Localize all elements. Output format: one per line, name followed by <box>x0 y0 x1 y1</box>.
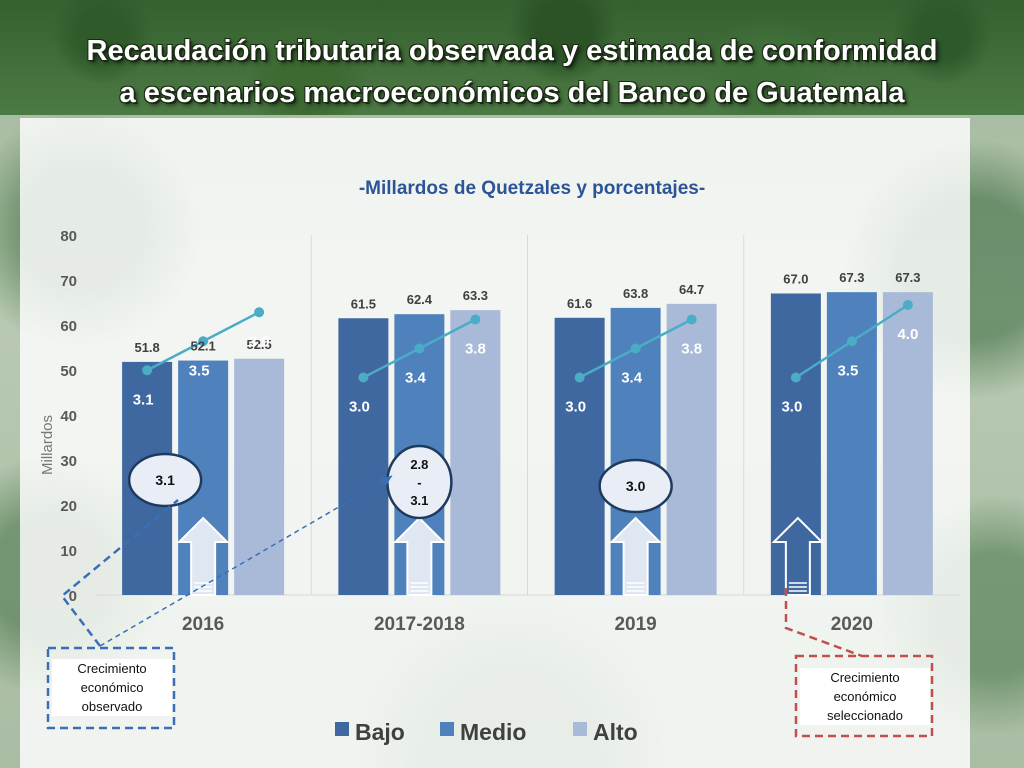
up-arrow-icon <box>176 516 230 596</box>
legend-label-medio: Medio <box>460 719 526 745</box>
growth-bubble-text: 3.0 <box>626 478 646 494</box>
annotation-observed-connector <box>60 499 179 647</box>
up-arrow-shape <box>176 516 230 596</box>
bar-value-label: 52.1 <box>190 339 215 354</box>
growth-bubble <box>598 458 673 514</box>
y-tick-label: 50 <box>60 363 77 380</box>
bar-value-label: 67.0 <box>783 272 808 287</box>
annotation-observed-connector <box>99 475 393 647</box>
legend-label-bajo: Bajo <box>355 719 405 745</box>
growth-rate-label: 3.4 <box>621 370 643 387</box>
up-arrow-shape <box>609 516 663 596</box>
growth-bubble <box>127 452 203 508</box>
up-arrow-icon <box>609 516 663 596</box>
growth-rate-label: 3.0 <box>781 399 802 416</box>
growth-rate-point <box>630 343 641 354</box>
y-tick-label: 80 <box>60 228 77 245</box>
y-tick-label: 60 <box>60 318 77 335</box>
growth-rate-point <box>142 365 153 376</box>
up-arrow-shape <box>392 516 446 596</box>
bar-bajo <box>554 317 605 595</box>
growth-rate-label: 3.8 <box>681 341 702 358</box>
header-banner <box>0 0 1024 115</box>
y-tick-label: 70 <box>60 273 77 290</box>
growth-rate-point <box>902 300 913 310</box>
bar-alto <box>234 358 285 595</box>
annotation-observed-frame <box>46 646 176 730</box>
growth-rate-point <box>574 372 585 383</box>
legend-swatch-bajo <box>335 722 349 736</box>
category-label: 2017-2018 <box>374 614 465 635</box>
bar-alto <box>450 310 501 595</box>
bar-value-label: 61.6 <box>567 296 592 311</box>
growth-rate-label: 3.5 <box>837 362 858 379</box>
bar-alto <box>882 292 933 595</box>
chart-title: -Millardos de Quetzales y porcentajes- <box>359 178 705 199</box>
bar-value-label: 67.3 <box>895 270 920 285</box>
bar-value-label: 63.8 <box>623 286 648 301</box>
growth-rate-label: 3.5 <box>189 362 210 379</box>
annotation-selected-connector <box>784 588 863 658</box>
growth-rate-label: 3.9 <box>249 333 270 350</box>
page-title: Recaudación tributaria observada y estim… <box>0 30 1024 114</box>
y-tick-label: 40 <box>60 408 77 425</box>
bar-value-label: 62.4 <box>407 292 433 307</box>
legend-label-alto: Alto <box>593 719 638 745</box>
growth-rate-label: 3.0 <box>349 399 370 416</box>
growth-bubble-text: 3.1 <box>410 493 428 508</box>
growth-rate-point <box>198 336 209 347</box>
growth-rate-label: 3.4 <box>405 370 427 387</box>
annotation-selected: Crecimiento económico seleccionado <box>800 668 930 725</box>
bar-value-label: 67.3 <box>839 270 864 285</box>
y-tick-label: 30 <box>60 453 77 470</box>
growth-rate-point <box>470 314 481 325</box>
y-axis-label: Millardos <box>39 415 56 475</box>
title-line-2: a escenarios macroeconómicos del Banco d… <box>119 77 905 109</box>
annotation-observed: Crecimiento económico observado <box>52 659 172 716</box>
bar-value-label: 61.5 <box>351 296 376 311</box>
bar-value-label: 52.5 <box>246 337 271 352</box>
bar-bajo <box>338 318 389 595</box>
category-label: 2016 <box>182 614 224 635</box>
growth-rate-label: 3.8 <box>465 341 486 358</box>
growth-rate-point <box>254 307 265 318</box>
y-tick-label: 0 <box>69 588 77 605</box>
category-label: 2020 <box>831 614 873 635</box>
legend-swatch-alto <box>573 722 587 736</box>
bar-value-label: 64.7 <box>679 282 704 297</box>
growth-bubble-text: 2.8 <box>410 457 428 472</box>
growth-bubble-text: - <box>417 475 421 490</box>
growth-rate-label: 3.1 <box>133 391 154 408</box>
annotation-selected-frame <box>794 654 934 738</box>
growth-bubble-text: 3.1 <box>155 472 175 488</box>
growth-rate-label: 3.0 <box>565 399 586 416</box>
up-arrow-shape <box>771 516 825 596</box>
growth-rate-point <box>846 336 857 347</box>
title-line-1: Recaudación tributaria observada y estim… <box>86 35 938 67</box>
bar-value-label: 51.8 <box>134 340 159 355</box>
growth-rate-point <box>414 343 425 354</box>
y-tick-label: 10 <box>60 543 77 560</box>
up-arrow-icon <box>392 516 446 596</box>
y-tick-label: 20 <box>60 498 77 515</box>
bar-value-label: 63.3 <box>463 288 488 303</box>
annotation-arrowhead-icon <box>380 476 392 486</box>
up-arrow-icon <box>771 516 825 596</box>
bar-alto <box>666 303 717 595</box>
legend-swatch-medio <box>440 722 454 736</box>
category-label: 2019 <box>614 614 656 635</box>
growth-rate-point <box>790 372 801 383</box>
growth-rate-point <box>358 372 369 383</box>
growth-rate-label: 4.0 <box>897 326 918 343</box>
growth-rate-point <box>686 314 697 325</box>
